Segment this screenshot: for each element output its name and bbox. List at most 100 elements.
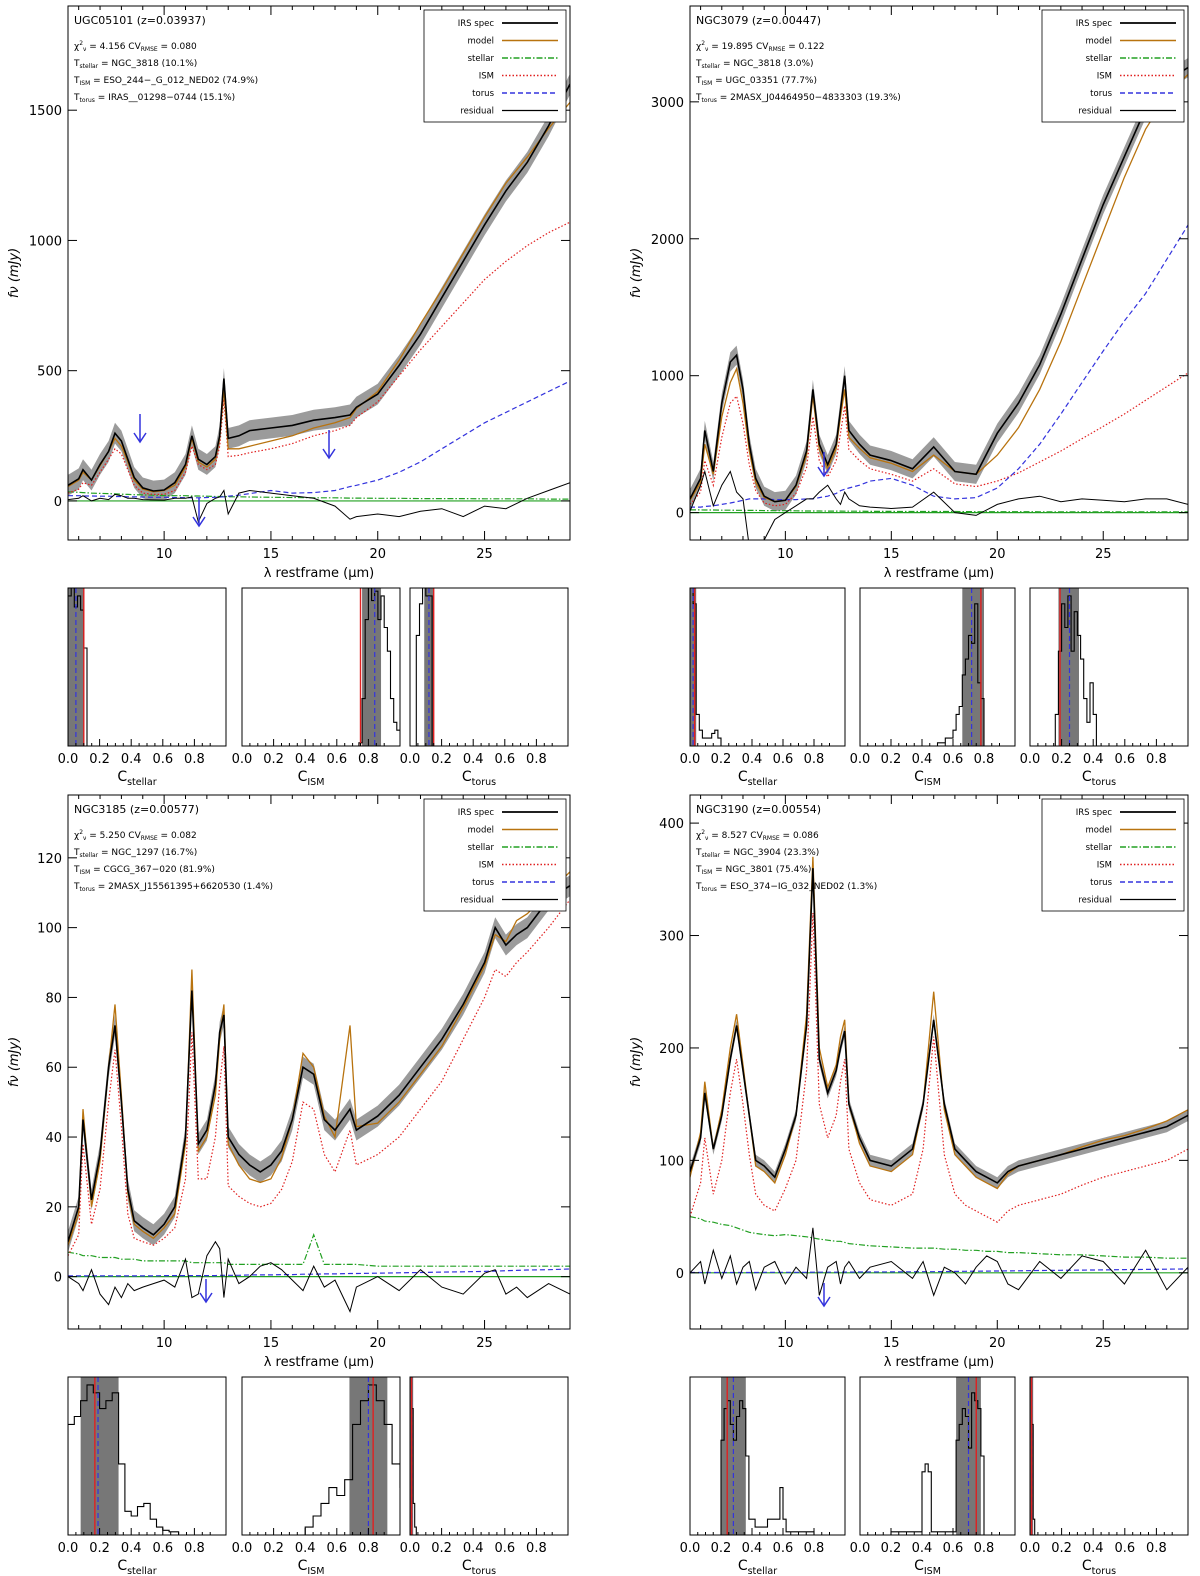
legend-label: residual [460, 107, 494, 117]
ism-line [68, 899, 570, 1256]
hist-tick-label: 0.4 [912, 752, 933, 767]
legend: IRS spec model stellar ISM torus residual [1041, 798, 1185, 912]
hist-tick-label: 0.8 [184, 752, 205, 767]
posterior-histogram [1048, 595, 1099, 746]
feature-arrow [322, 430, 336, 460]
hist-area [690, 588, 727, 746]
hist-frame [1029, 1376, 1189, 1536]
hist-tick-label: 0.6 [943, 752, 964, 767]
hist-tick-label: 0.6 [494, 1541, 515, 1556]
hist-frame [859, 1376, 1016, 1536]
hist-tick-label: 0.0 [1020, 1541, 1041, 1556]
hist-tick-label: 0.6 [494, 752, 515, 767]
histogram-panel: 0.0 0.2 0.4 0.6 0.8 Ctorus [400, 1376, 569, 1576]
legend-label: model [468, 37, 494, 47]
irs-line [690, 66, 1188, 503]
y-tick-label: 100 [659, 1154, 684, 1169]
y-tick-label: 20 [45, 1201, 62, 1216]
x-tick-label: 15 [883, 1336, 900, 1351]
y-tick-label: 2000 [651, 233, 684, 248]
torus-line [690, 1268, 1188, 1274]
irs-line [68, 83, 570, 492]
legend-box [1041, 9, 1185, 123]
hist-axis-label: CISM [298, 1558, 325, 1576]
plot-frame [67, 5, 571, 541]
x-tick-label: 10 [777, 547, 794, 562]
x-tick-label: 25 [476, 547, 493, 562]
hist-tick-label: 0.2 [263, 1541, 284, 1556]
feature-arrow [817, 452, 831, 478]
hist-tick-label: 0.0 [850, 1541, 871, 1556]
legend-label: IRS spec [458, 808, 495, 818]
hist-area [289, 1377, 400, 1535]
hist-tick-label: 0.6 [943, 1541, 964, 1556]
template-torus: Ttorus = 2MASX_J15561395+6620530 (1.4%) [73, 882, 273, 893]
torus-line [68, 380, 570, 499]
hist-tick-label: 0.6 [1114, 752, 1135, 767]
hist-tick-label: 0.2 [89, 752, 110, 767]
legend-label: residual [1078, 107, 1112, 117]
feature-arrow [199, 1279, 213, 1304]
hist-frame [859, 587, 1016, 747]
hist-tick-label: 0.4 [121, 1541, 142, 1556]
hist-area [68, 588, 93, 746]
hist-tick-label: 0.8 [184, 1541, 205, 1556]
hist-tick-label: 0.6 [773, 752, 794, 767]
hist-tick-label: 0.2 [711, 1541, 732, 1556]
histogram-panel: 0.0 0.2 0.4 0.6 0.8 CISM [850, 587, 1016, 788]
hist-tick-label: 0.0 [850, 752, 871, 767]
legend-label: stellar [468, 843, 495, 853]
y-tick-label: 100 [37, 922, 62, 937]
irs-line [690, 868, 1188, 1184]
hist-axis-label: Ctorus [462, 1558, 496, 1576]
ism-line [690, 372, 1188, 507]
legend: IRS spec model stellar ISM torus residual [1041, 9, 1185, 123]
template-torus: Ttorus = ESO_374−IG_032_NED02 (1.3%) [695, 882, 877, 893]
legend: IRS spec model stellar ISM torus residual [423, 798, 567, 912]
hist-tick-label: 0.6 [152, 1541, 173, 1556]
galaxy-name: NGC3185 (z=0.00577) [74, 803, 199, 816]
legend: IRS spec model stellar ISM torus residual [423, 9, 567, 123]
posterior-histogram [875, 1392, 986, 1535]
credible-interval-band [362, 588, 382, 746]
fit-statistics: χ2ν = 5.250 CVRMSE = 0.082 [74, 829, 197, 842]
template-stellar: Tstellar = NGC_3818 (10.1%) [73, 59, 197, 70]
y-tick-label: 300 [659, 930, 684, 945]
y-tick-label: 0 [676, 1267, 684, 1282]
hist-axis-label: Ctorus [462, 769, 496, 788]
hist-axis-label: Cstellar [117, 769, 156, 788]
histogram-panel: 0.0 0.2 0.4 0.6 0.8 Cstellar [58, 587, 227, 788]
legend-label: torus [1090, 878, 1112, 888]
credible-interval-band [424, 588, 434, 746]
hist-tick-label: 0.0 [58, 752, 79, 767]
y-tick-label: 1000 [29, 234, 62, 249]
hist-tick-label: 0.8 [358, 752, 379, 767]
legend-label: torus [472, 878, 494, 888]
spectrum-panel: 10 15 20 25 0 20 40 60 80 100 120 λ restframe (μm) f… [7, 794, 571, 1370]
legend-label: ISM [479, 861, 494, 871]
y-tick-label: 1000 [651, 370, 684, 385]
fit-statistics: χ2ν = 8.527 CVRMSE = 0.086 [696, 829, 819, 842]
hist-tick-label: 0.0 [232, 1541, 253, 1556]
hist-tick-label: 0.6 [152, 752, 173, 767]
hist-tick-label: 0.8 [804, 1541, 825, 1556]
hist-tick-label: 0.2 [711, 752, 732, 767]
hist-tick-label: 0.4 [1083, 752, 1104, 767]
hist-tick-label: 0.6 [1114, 1541, 1135, 1556]
histogram-panel: 0.0 0.2 0.4 0.6 0.8 Cstellar [58, 1376, 227, 1576]
y-tick-label: 0 [676, 507, 684, 522]
y-tick-label: 0 [54, 495, 62, 510]
hist-area [1030, 1377, 1039, 1535]
torus-line [68, 1268, 570, 1277]
hist-axis-label: CISM [914, 1558, 941, 1576]
template-stellar: Tstellar = NGC_3904 (23.3%) [695, 848, 819, 859]
credible-interval-band [690, 588, 697, 746]
posterior-histogram [355, 588, 400, 746]
y-axis-label: fν (mJy) [7, 248, 22, 298]
plot-frame [689, 5, 1189, 541]
template-ism: TISM = UGC_03351 (77.7%) [695, 76, 817, 87]
hist-tick-label: 0.0 [58, 1541, 79, 1556]
histogram-panel: 0.0 0.2 0.4 0.6 0.8 Cstellar [680, 1376, 846, 1576]
x-tick-label: 25 [1095, 1336, 1112, 1351]
hist-tick-label: 0.2 [881, 1541, 902, 1556]
